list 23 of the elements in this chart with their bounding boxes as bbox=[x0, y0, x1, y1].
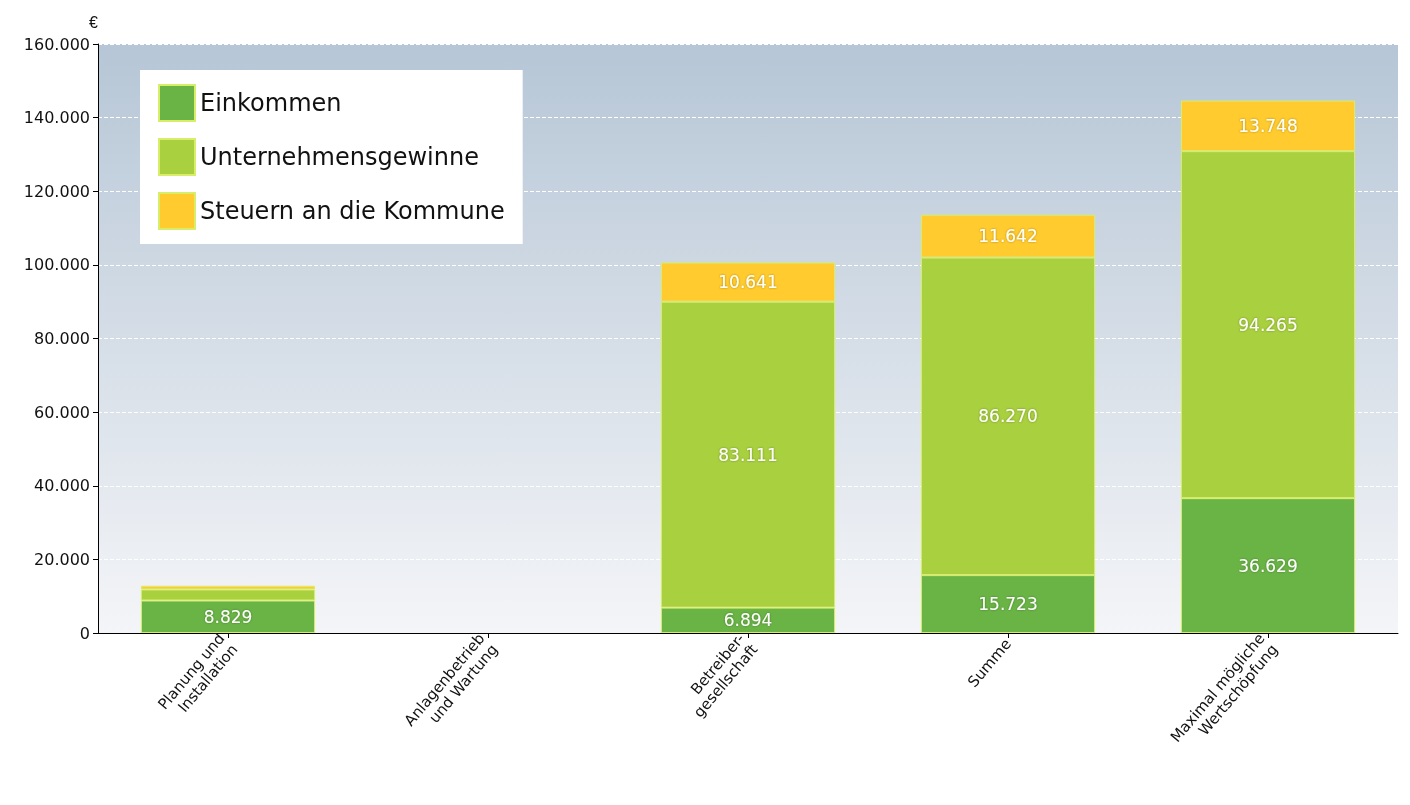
y-axis-title: € bbox=[89, 13, 99, 31]
data-label: 15.723 bbox=[978, 594, 1038, 615]
data-label: 8.829 bbox=[203, 606, 253, 627]
data-label: 94.265 bbox=[1238, 314, 1298, 335]
y-tick-label: 140.000 bbox=[23, 108, 90, 128]
data-label: 86.270 bbox=[978, 406, 1038, 427]
data-label: 10.641 bbox=[718, 272, 778, 293]
y-tick-label: 60.000 bbox=[34, 402, 90, 422]
y-tick-label: 120.000 bbox=[23, 181, 90, 201]
y-tick-label: 0 bbox=[79, 623, 90, 643]
y-tick-label: 20.000 bbox=[34, 549, 90, 569]
legend-label: Einkommen bbox=[200, 89, 342, 117]
data-label: 6.894 bbox=[723, 610, 773, 631]
data-label: 13.748 bbox=[1238, 115, 1298, 136]
data-label: 36.629 bbox=[1238, 555, 1298, 576]
y-tick-label: 40.000 bbox=[34, 476, 90, 496]
legend-label: Steuern an die Kommune bbox=[200, 197, 505, 225]
legend-label: Unternehmensgewinne bbox=[200, 143, 479, 171]
y-tick-label: 80.000 bbox=[34, 329, 90, 348]
data-label: 11.642 bbox=[978, 226, 1038, 247]
y-tick-label: 160.000 bbox=[23, 34, 90, 54]
y-tick-label: 100.000 bbox=[23, 255, 90, 275]
data-label: 83.111 bbox=[718, 444, 778, 465]
